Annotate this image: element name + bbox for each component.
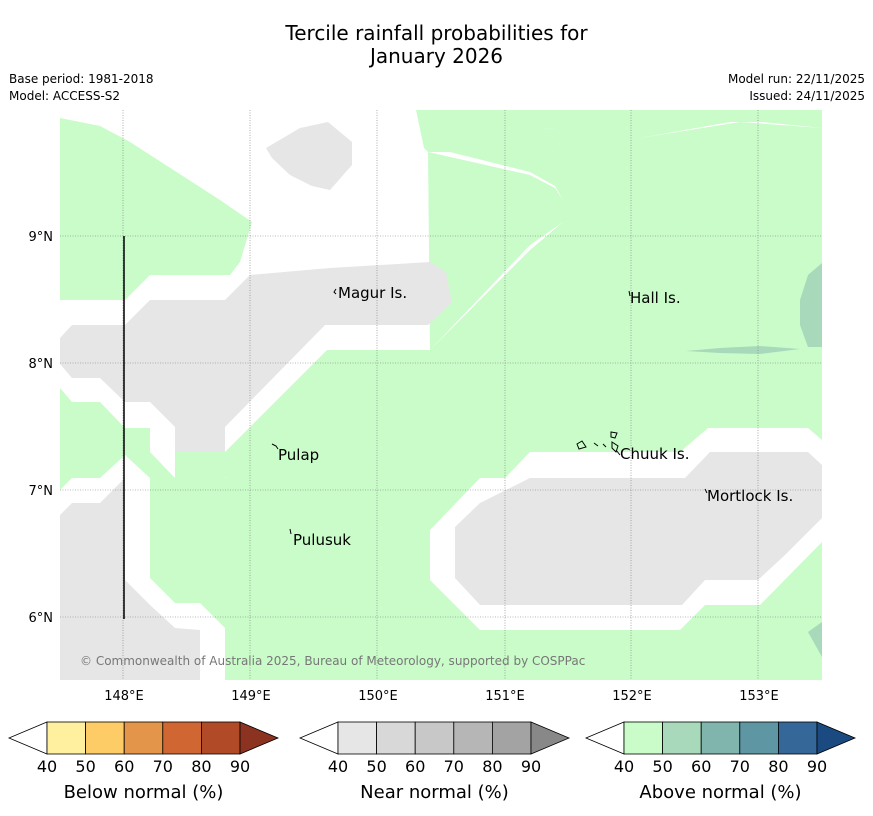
colorbar-tick-label: 70	[730, 757, 750, 776]
colorbar-cell	[337, 721, 377, 755]
base-period: Base period: 1981-2018	[9, 72, 154, 86]
island-markers	[271, 288, 708, 535]
above-normal-region-central	[60, 122, 822, 680]
colorbar-cell	[778, 721, 818, 755]
above-normal-region-west	[60, 118, 252, 313]
colorbar-tick-label: 60	[405, 757, 425, 776]
lat-label: 9°N	[29, 230, 54, 245]
colorbar-tick-label: 50	[652, 757, 672, 776]
map-title: Tercile rainfall probabilities for Janua…	[0, 22, 873, 68]
colorbar-tick-label: 50	[366, 757, 386, 776]
lon-label: 150°E	[358, 689, 398, 704]
title-line-2: January 2026	[369, 44, 504, 68]
copyright-text: © Commonwealth of Australia 2025, Bureau…	[80, 654, 585, 668]
colorbar-label: Above normal (%)	[639, 782, 801, 803]
gridlines	[60, 110, 822, 680]
lon-label: 151°E	[485, 689, 525, 704]
colorbar-cell	[491, 721, 532, 755]
label-chuuk: Chuuk Is.	[620, 445, 689, 463]
colorbar-cell	[700, 721, 741, 755]
above-normal-region-upper	[424, 128, 563, 200]
colorbar-left-extend	[298, 721, 339, 755]
colorbar-tick-label: 70	[444, 757, 464, 776]
colorbar-label: Near normal (%)	[360, 782, 509, 803]
colorbar-tick-label: 50	[75, 757, 95, 776]
colorbar-tick-label: 80	[768, 757, 788, 776]
label-pulap: Pulap	[278, 446, 319, 464]
label-magur: Magur Is.	[338, 284, 407, 302]
colorbar-above-normal: 40 50 60 70 80 90 Above normal (%)	[584, 721, 857, 803]
colorbar-right-extend	[530, 721, 571, 755]
lat-label: 6°N	[29, 611, 54, 626]
colorbar-tick-label: 40	[328, 757, 348, 776]
colorbar-cell	[162, 721, 202, 755]
colorbar-cell	[739, 721, 779, 755]
lon-label: 149°E	[231, 689, 271, 704]
colorbar-label: Below normal (%)	[64, 782, 224, 803]
lon-label: 152°E	[612, 689, 652, 704]
model-name: Model: ACCESS-S2	[9, 89, 121, 103]
near-normal-region-southwest	[60, 478, 200, 680]
colorbar-cell	[123, 721, 164, 755]
colorbar-cell	[46, 721, 86, 755]
island-magur	[333, 288, 337, 295]
colorbar-near-normal: 40 50 60 70 80 90 Near normal (%)	[298, 721, 571, 803]
label-hall: Hall Is.	[630, 289, 681, 307]
title-line-1: Tercile rainfall probabilities for	[285, 21, 588, 45]
meta-right: Model run: 22/11/2025 Issued: 24/11/2025	[728, 71, 865, 105]
colorbar-tick-label: 90	[230, 757, 250, 776]
colorbar-left-extend	[584, 721, 625, 755]
colorbar-tick-label: 80	[482, 757, 502, 776]
colorbar-below-normal: 40 50 60 70 80 90 Below normal (%)	[7, 721, 280, 803]
colorbar-cell	[200, 721, 241, 755]
meta-left: Base period: 1981-2018 Model: ACCESS-S2	[9, 71, 154, 105]
latitude-labels: 9°N 8°N 7°N 6°N	[29, 230, 54, 626]
lat-label: 8°N	[29, 357, 54, 372]
colorbar-cell	[414, 721, 455, 755]
place-labels: Magur Is. Hall Is. Pulap Chuuk Is. Mortl…	[278, 284, 793, 549]
lat-label: 7°N	[29, 484, 54, 499]
colorbar-tick-label: 60	[114, 757, 134, 776]
colorbar-left-extend	[7, 721, 48, 755]
colorbar-tick-label: 40	[37, 757, 57, 776]
colorbar-cell	[85, 721, 125, 755]
near-normal-region-west	[60, 262, 452, 452]
above-normal-50-patch-east	[800, 263, 822, 347]
island-hall	[628, 290, 631, 297]
island-chuuk	[576, 431, 621, 456]
model-run: Model run: 22/11/2025	[727, 72, 865, 86]
colorbar-right-extend	[239, 721, 280, 755]
island-pulap	[271, 443, 279, 450]
near-normal-region-north	[266, 122, 352, 190]
colorbar-cell	[623, 721, 663, 755]
lon-label: 148°E	[104, 689, 144, 704]
colorbar-tick-label: 80	[191, 757, 211, 776]
above-normal-50-patch-streak	[686, 346, 800, 354]
colorbar-tick-label: 90	[521, 757, 541, 776]
map-plot-area: Magur Is. Hall Is. Pulap Chuuk Is. Mortl…	[60, 110, 822, 680]
colorbar-cell	[662, 721, 702, 755]
colorbar-tick-label: 40	[614, 757, 634, 776]
island-pulusuk	[289, 528, 292, 535]
colorbar-cell	[453, 721, 493, 755]
label-pulusuk: Pulusuk	[293, 531, 351, 549]
colorbar-right-extend	[816, 721, 857, 755]
colorbar-cell	[376, 721, 416, 755]
issued-date: Issued: 24/11/2025	[749, 89, 865, 103]
colorbar-tick-label: 90	[807, 757, 827, 776]
island-mortlock	[704, 488, 708, 494]
colorbar-tick-label: 60	[691, 757, 711, 776]
lon-label: 153°E	[739, 689, 779, 704]
above-normal-50-patch-south	[808, 622, 822, 657]
colorbar-tick-label: 70	[153, 757, 173, 776]
longitude-labels: 148°E 149°E 150°E 151°E 152°E 153°E	[104, 689, 779, 704]
label-mortlock: Mortlock Is.	[707, 487, 793, 505]
